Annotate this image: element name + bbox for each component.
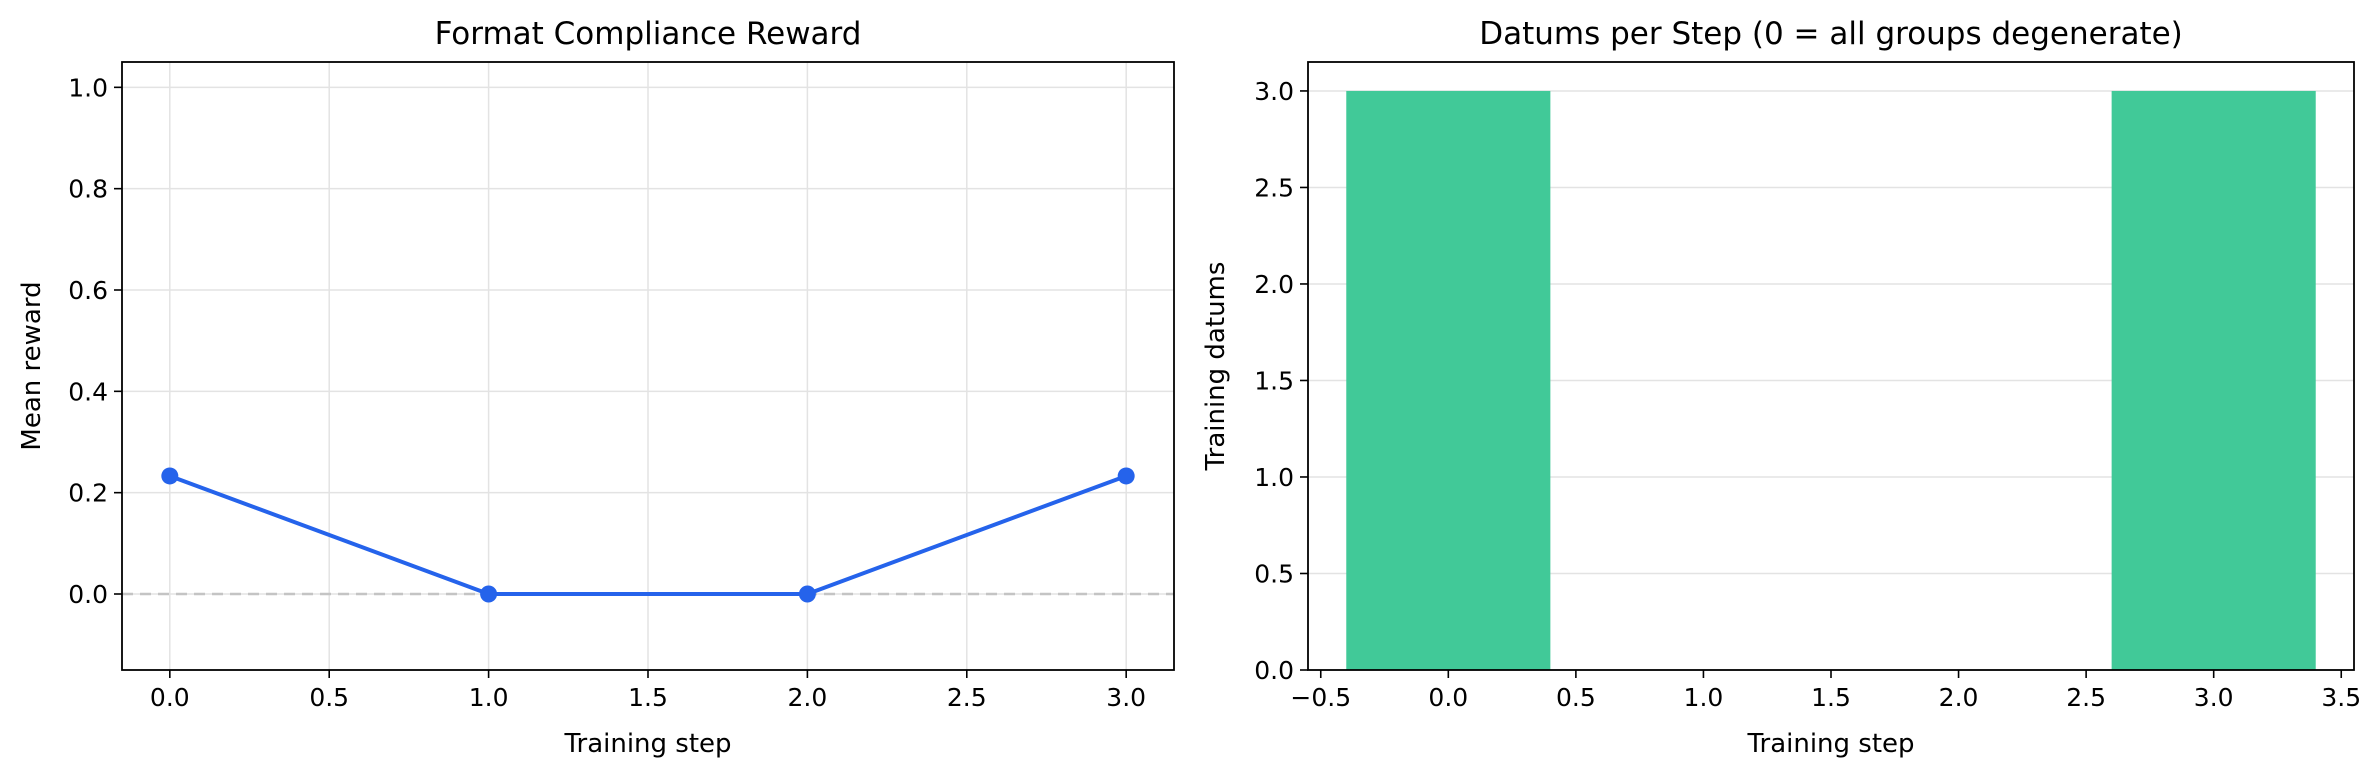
data-point	[798, 585, 816, 603]
y-tick-label: 1.0	[1254, 463, 1294, 492]
y-tick-label: 0.0	[1254, 656, 1294, 685]
y-axis-label: Training datums	[1201, 262, 1231, 472]
y-tick-label: 0.2	[68, 479, 108, 508]
y-tick-label: 2.0	[1254, 270, 1294, 299]
y-tick-label: 0.4	[68, 377, 108, 406]
data-point	[480, 585, 498, 603]
y-tick-label: 1.0	[68, 73, 108, 102]
x-tick-label: 2.0	[1939, 683, 1979, 712]
y-axis-ticks: 0.0 0.5 1.0 1.5 2.0 2.5 3.0	[1254, 77, 1308, 685]
x-axis-label: Training step	[1746, 729, 1914, 759]
reward-chart: Format Compliance Reward 0.0 0.5 1.0 1.5 2.0…	[17, 16, 1175, 759]
y-tick-label: 0.8	[68, 175, 108, 204]
x-tick-label: 2.5	[947, 683, 987, 712]
x-axis-ticks: 0.0 0.5 1.0 1.5 2.0 2.5 3.0	[150, 670, 1146, 712]
bar	[1346, 90, 1551, 670]
series-line	[161, 467, 1135, 603]
data-point	[1117, 467, 1135, 485]
x-tick-label: 1.5	[1811, 683, 1851, 712]
bars	[1346, 90, 2316, 670]
chart-title: Datums per Step (0 = all groups degenera…	[1479, 16, 2183, 52]
y-tick-label: 0.6	[68, 276, 108, 305]
x-tick-label: 0.0	[1428, 683, 1468, 712]
x-tick-label: 3.0	[1106, 683, 1146, 712]
x-tick-label: 0.5	[309, 683, 349, 712]
datums-chart: Datums per Step (0 = all groups degenera…	[1201, 16, 2361, 759]
y-axis-ticks: 0.0 0.2 0.4 0.6 0.8 1.0	[68, 73, 122, 609]
data-point	[161, 467, 179, 485]
x-tick-label: −0.5	[1290, 683, 1351, 712]
x-axis-ticks: −0.5 0.0 0.5 1.0 1.5 2.0 2.5 3.0 3.5	[1290, 670, 2361, 712]
y-axis-label: Mean reward	[17, 281, 47, 450]
y-tick-label: 3.0	[1254, 77, 1294, 106]
x-tick-label: 3.0	[2194, 683, 2234, 712]
x-tick-label: 1.0	[469, 683, 509, 712]
x-tick-label: 0.5	[1556, 683, 1596, 712]
x-tick-label: 1.0	[1684, 683, 1724, 712]
y-tick-label: 2.5	[1254, 173, 1294, 202]
x-tick-label: 2.5	[2066, 683, 2106, 712]
grid	[122, 62, 1174, 670]
y-tick-label: 0.0	[68, 580, 108, 609]
chart-title: Format Compliance Reward	[435, 16, 862, 52]
x-axis-label: Training step	[563, 729, 731, 759]
x-tick-label: 0.0	[150, 683, 190, 712]
bar	[2111, 90, 2316, 670]
series-line	[169, 474, 1127, 596]
x-tick-label: 3.5	[2321, 683, 2361, 712]
y-tick-label: 0.5	[1254, 559, 1294, 588]
x-tick-label: 2.0	[788, 683, 828, 712]
x-tick-label: 1.5	[628, 683, 668, 712]
y-tick-label: 1.5	[1254, 366, 1294, 395]
